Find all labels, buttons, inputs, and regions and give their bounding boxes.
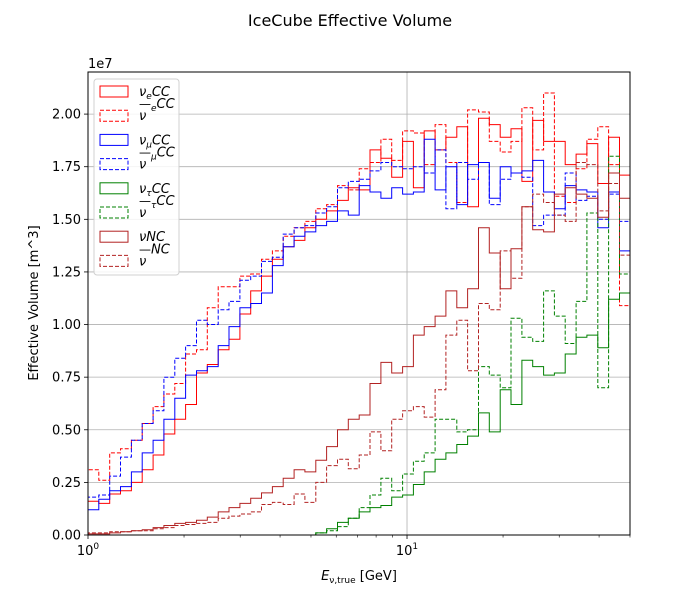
y-tick-label: 0.25: [52, 476, 81, 491]
legend-label: ν—τCC: [139, 194, 175, 221]
legend-swatch: [99, 182, 129, 195]
axis-ticks: 0.00 0.25 0.50 0.75 1.00 1.25 1.50 1.75 2.00 100 1…: [52, 108, 631, 559]
series-step-3: [87, 149, 631, 535]
x-axis-label: Eν,true [GeV]: [321, 569, 397, 586]
y-tick-label: 1.75: [52, 160, 81, 175]
y-tick-label: 1.25: [52, 265, 81, 280]
legend-label: νNC: [139, 230, 166, 245]
legend-box: [93, 78, 180, 276]
legend-label: ν—μCC: [139, 146, 176, 173]
y-tick-label: 0.00: [52, 529, 81, 544]
legend-label: ν—eCC: [139, 97, 176, 124]
legend-swatch: [99, 254, 129, 267]
legend-label: νμCC: [139, 133, 171, 150]
legend-swatch: [99, 158, 129, 171]
legend-swatch: [99, 206, 129, 219]
y-tick-label: 0.50: [52, 423, 81, 438]
plot-frame: [87, 71, 631, 536]
legend-label: ντCC: [139, 182, 171, 199]
legend-swatch: [99, 133, 129, 146]
y-offset-label: 1e7: [88, 57, 113, 72]
y-tick-label: 1.00: [52, 318, 81, 333]
series-step-5: [88, 155, 631, 536]
legend-swatch: [99, 230, 129, 243]
x-tick-label: 101: [396, 542, 418, 559]
y-tick-label: 0.75: [52, 371, 81, 386]
series-step-1: [87, 92, 631, 535]
chart-title: IceCube Effective Volume: [248, 11, 452, 30]
y-axis-label: Effective Volume [m^3]: [27, 225, 42, 380]
legend-label: ν—NC: [139, 242, 171, 269]
series-step-6: [87, 172, 631, 535]
legend-label: νeCC: [139, 85, 171, 102]
y-tick-label: 2.00: [52, 108, 81, 123]
legend-swatch: [99, 109, 129, 122]
series-step-2: [87, 138, 631, 535]
series-step-7: [87, 162, 631, 535]
y-tick-label: 1.50: [52, 213, 81, 228]
x-tick-label: 100: [77, 542, 100, 559]
legend-swatch: [99, 85, 129, 98]
